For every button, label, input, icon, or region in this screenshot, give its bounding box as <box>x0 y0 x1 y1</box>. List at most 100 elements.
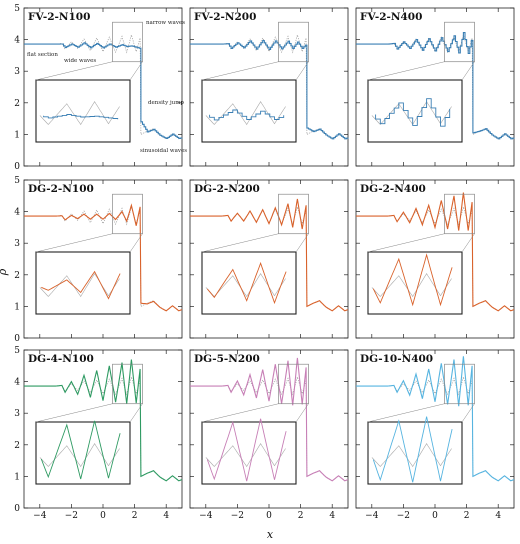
inset-frame <box>367 251 463 315</box>
inset-connector <box>367 233 445 253</box>
x-tick-label: −2 <box>65 511 78 521</box>
y-tick-label: 2 <box>14 271 20 281</box>
annotation: sinusoidal waves <box>140 148 187 154</box>
inset-reference-curve <box>371 443 452 468</box>
panel-ticks: −4 −2 0 2 4 <box>190 349 348 521</box>
inset-connector <box>295 403 309 423</box>
y-tick-label: 2 <box>14 441 20 451</box>
inset-series-line <box>40 420 121 480</box>
series-line-DG-2-N200 <box>190 198 349 312</box>
y-tick-label: 0 <box>14 162 20 172</box>
panel-ticks: 0 1 2 3 4 5 −4 −2 0 2 4 <box>14 346 182 521</box>
inset-series-line <box>43 114 119 120</box>
x-tick-label: −2 <box>397 511 410 521</box>
y-tick-label: 5 <box>14 346 20 356</box>
zoom-region <box>112 363 143 405</box>
zoom-region <box>278 193 309 235</box>
panel-title: FV-2-N400 <box>360 11 422 23</box>
panel-DG-2-N100: 0 1 2 3 4 5 DG-2-N100 <box>14 176 183 344</box>
inset-connector <box>35 233 113 253</box>
panel-DG-10-N400: −4 −2 0 2 4 DG-10-N400 <box>355 349 515 521</box>
panel-title: FV-2-N200 <box>194 11 256 23</box>
inset-connector <box>367 403 445 423</box>
inset-connector <box>461 403 475 423</box>
panel-DG-4-N100: 0 1 2 3 4 5 −4 −2 0 2 4 DG-4-N100 <box>14 346 183 521</box>
y-tick-label: 3 <box>14 239 20 249</box>
inset-reference-curve <box>205 443 286 468</box>
x-tick-label: 4 <box>495 511 501 521</box>
annotation: density jump <box>148 100 184 106</box>
x-tick-label: 4 <box>163 511 169 521</box>
series-line-DG-4-N100 <box>24 359 183 482</box>
inset-series-line <box>206 261 287 305</box>
inset-frame <box>35 421 131 485</box>
y-tick-label: 4 <box>14 36 20 46</box>
zoom-region <box>112 193 143 235</box>
zoom-region <box>444 21 475 63</box>
inset-connector <box>201 233 279 253</box>
inset-frame <box>35 79 131 143</box>
panels-container: 0 1 2 3 4 5 FV-2-N100 flat section wide waves nar… <box>14 4 515 521</box>
series-line-DG-2-N400 <box>356 192 515 312</box>
inset-connector <box>129 61 143 81</box>
inset-frame <box>201 79 297 143</box>
inset-connector <box>295 61 309 81</box>
x-tick-label: 0 <box>266 511 272 521</box>
zoom-region <box>444 193 475 235</box>
panel-title: DG-10-N400 <box>360 353 433 365</box>
y-tick-label: 1 <box>14 302 20 312</box>
inset-connector <box>201 403 279 423</box>
panel-DG-2-N400: DG-2-N400 <box>355 179 515 339</box>
zoom-region <box>278 363 309 405</box>
inset-frame <box>367 79 463 143</box>
panel-ticks: 0 1 2 3 4 5 <box>14 4 182 172</box>
series-line-FV-2-N200 <box>190 39 349 140</box>
inset-series-line <box>209 109 285 121</box>
panel-FV-2-N400: FV-2-N400 <box>355 7 515 167</box>
inset-connector <box>35 61 113 81</box>
x-tick-label: 2 <box>298 511 304 521</box>
y-axis-label: ρ <box>0 268 9 276</box>
y-tick-label: 5 <box>14 176 20 186</box>
y-tick-label: 1 <box>14 130 20 140</box>
panel-title: DG-2-N400 <box>360 183 426 195</box>
inset-series-line <box>372 416 453 483</box>
y-tick-label: 3 <box>14 409 20 419</box>
series-line-DG-10-N400 <box>356 356 515 482</box>
panel-ticks <box>356 7 514 167</box>
y-tick-label: 0 <box>14 334 20 344</box>
annotation: flat section <box>27 52 58 58</box>
x-tick-label: −4 <box>33 511 47 521</box>
inset-connector <box>35 403 113 423</box>
x-tick-label: 4 <box>329 511 335 521</box>
panel-title: DG-2-N100 <box>28 183 94 195</box>
panel-FV-2-N200: FV-2-N200 <box>189 7 349 167</box>
y-tick-label: 1 <box>14 472 20 482</box>
inset-frame <box>35 251 131 315</box>
inset-reference-curve <box>205 273 286 298</box>
x-tick-label: −4 <box>199 511 213 521</box>
x-tick-label: −2 <box>231 511 244 521</box>
panel-ticks: 0 1 2 3 4 5 <box>14 176 182 344</box>
y-tick-label: 3 <box>14 67 20 77</box>
panel-title: DG-2-N200 <box>194 183 260 195</box>
panel-ticks <box>190 7 348 167</box>
inset-connector <box>129 233 143 253</box>
x-axis-label: x <box>267 528 274 541</box>
x-tick-label: −4 <box>365 511 379 521</box>
series-line-FV-2-N400 <box>356 32 515 140</box>
inset-connector <box>129 403 143 423</box>
inset-reference-curve <box>39 443 120 468</box>
y-tick-label: 4 <box>14 378 20 388</box>
inset-connector <box>461 61 475 81</box>
panel-title: DG-5-N200 <box>194 353 260 365</box>
panel-FV-2-N100: 0 1 2 3 4 5 FV-2-N100 flat section wide waves nar… <box>14 4 187 172</box>
panel-DG-2-N200: DG-2-N200 <box>189 179 349 339</box>
series-line-DG-2-N100 <box>24 203 183 312</box>
series-line-DG-5-N200 <box>190 357 349 482</box>
x-tick-label: 0 <box>100 511 106 521</box>
annotation: wide waves <box>64 58 96 64</box>
inset-frame <box>201 251 297 315</box>
inset-series-line <box>41 270 121 300</box>
